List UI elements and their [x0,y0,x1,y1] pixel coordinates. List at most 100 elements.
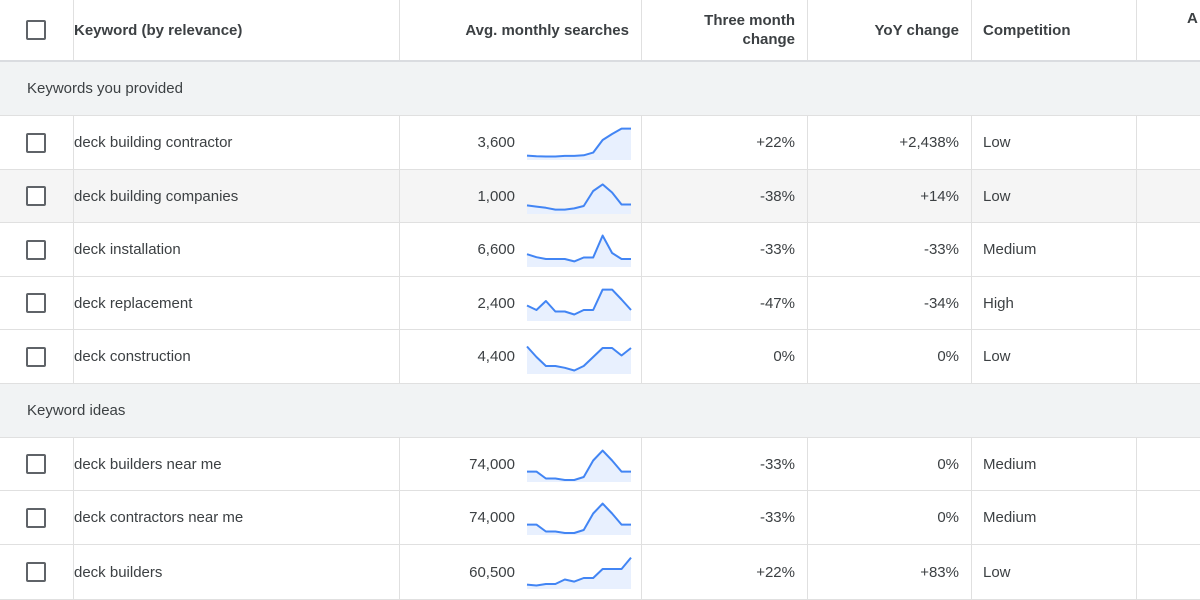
avg-searches-cell: 1,000 [400,170,642,222]
avg-searches-value: 74,000 [469,509,515,526]
sparkline-area [527,128,631,160]
keyword-cell[interactable]: deck builders near me [74,438,400,490]
row-checkbox[interactable] [26,132,46,153]
trend-sparkline[interactable] [526,501,632,535]
row-checkbox-cell [0,545,74,599]
avg-searches-cell: 60,500 [400,545,642,599]
avg-searches-cell: 74,000 [400,491,642,544]
table-row[interactable]: deck contractors near me 74,000 -33% 0% Medi… [0,491,1200,545]
table-row[interactable]: deck builders 60,500 +22% +83% Low [0,545,1200,600]
competition-level: Low [972,330,1137,383]
sparkline-area [527,503,631,535]
avg-searches-cell: 6,600 [400,223,642,276]
trend-sparkline[interactable] [526,340,632,374]
yoy-change: +2,438% [808,116,972,169]
yoy-change: +14% [808,170,972,222]
avg-searches-value: 3,600 [477,134,515,151]
keyword-cell[interactable]: deck builders [74,545,400,599]
keyword-cell[interactable]: deck installation [74,223,400,276]
keyword-cell[interactable]: deck building companies [74,170,400,222]
competition-level: High [972,277,1137,329]
trend-sparkline[interactable] [526,180,632,214]
table-header: Keyword (by relevance) Avg. monthly sear… [0,0,1200,62]
three-month-change: +22% [642,545,808,599]
header-yoy[interactable]: YoY change [808,0,972,60]
extra-column-cell [1137,438,1200,490]
sparkline-svg [527,502,631,535]
group-label: Keywords you provided [27,80,183,97]
row-checkbox-cell [0,491,74,544]
keyword-cell[interactable]: deck building contractor [74,116,400,169]
yoy-change: 0% [808,330,972,383]
trend-sparkline[interactable] [526,287,632,321]
avg-searches-value: 1,000 [477,187,515,205]
keyword-cell[interactable]: deck replacement [74,277,400,329]
three-month-change: +22% [642,116,808,169]
table-row[interactable]: deck construction 4,400 0% 0% Low [0,330,1200,384]
avg-searches-cell: 3,600 [400,116,642,169]
yoy-change: -33% [808,223,972,276]
sparkline-line [527,502,631,534]
table-row[interactable]: deck building companies 1,000 -38% +14% Low [0,170,1200,223]
extra-column-cell [1137,330,1200,383]
trend-sparkline[interactable] [526,555,632,589]
yoy-change: 0% [808,438,972,490]
three-month-change: 0% [642,330,808,383]
sparkline-area [527,289,631,321]
header-checkbox-cell [0,0,74,60]
sparkline-area [527,235,631,267]
keyword-cell[interactable]: deck contractors near me [74,491,400,544]
row-checkbox[interactable] [26,562,46,582]
sparkline-svg [526,127,631,160]
header-keyword[interactable]: Keyword (by relevance) [74,0,400,60]
extra-column-cell [1137,223,1200,276]
extra-column-cell [1137,545,1200,599]
row-checkbox[interactable] [26,507,46,528]
extra-column-cell [1137,116,1200,169]
group-header-provided: Keywords you provided [0,62,1200,116]
extra-column-cell [1137,170,1200,222]
table-row[interactable]: deck builders near me 74,000 -33% 0% Medium [0,438,1200,491]
trend-sparkline[interactable] [526,126,632,160]
competition-level: Medium [972,223,1137,276]
trend-sparkline[interactable] [526,233,632,267]
sparkline-line [526,234,631,263]
keyword-cell[interactable]: deck construction [74,330,400,383]
group-label: Keyword ideas [27,402,126,419]
table-row[interactable]: deck replacement 2,400 -47% -34% High [0,277,1200,330]
competition-level: Low [972,545,1137,599]
row-checkbox[interactable] [26,186,46,206]
sparkline-svg [526,234,631,267]
competition-level: Medium [972,491,1137,544]
row-checkbox[interactable] [26,346,46,367]
row-checkbox[interactable] [26,239,46,260]
row-checkbox-cell [0,116,74,169]
table-row[interactable]: deck installation 6,600 -33% -33% Medium [0,223,1200,277]
extra-column-cell [1137,491,1200,544]
avg-searches-cell: 2,400 [400,277,642,329]
row-checkbox[interactable] [26,454,46,474]
sparkline-area [527,450,631,482]
header-three-month-label: Three month change [704,12,795,48]
three-month-change: -33% [642,438,808,490]
sparkline-line [527,449,631,481]
avg-searches-value: 2,400 [477,294,515,312]
select-all-checkbox[interactable] [26,20,46,40]
header-three-month[interactable]: Three month change [642,0,808,60]
three-month-change: -33% [642,491,808,544]
avg-searches-value: 6,600 [477,241,515,258]
sparkline-line [526,556,632,587]
header-extra-column[interactable]: A [1187,10,1198,27]
three-month-change: -33% [642,223,808,276]
competition-level: Low [972,170,1137,222]
header-competition[interactable]: Competition [972,0,1137,60]
row-checkbox-cell [0,438,74,490]
row-checkbox[interactable] [26,293,46,313]
avg-searches-value: 60,500 [469,563,515,581]
group-header-ideas: Keyword ideas [0,384,1200,438]
table-row[interactable]: deck building contractor 3,600 +22% +2,438%… [0,116,1200,170]
sparkline-svg [526,183,631,214]
header-avg-searches[interactable]: Avg. monthly searches [400,0,642,60]
sparkline-svg [526,556,632,589]
trend-sparkline[interactable] [526,448,632,482]
